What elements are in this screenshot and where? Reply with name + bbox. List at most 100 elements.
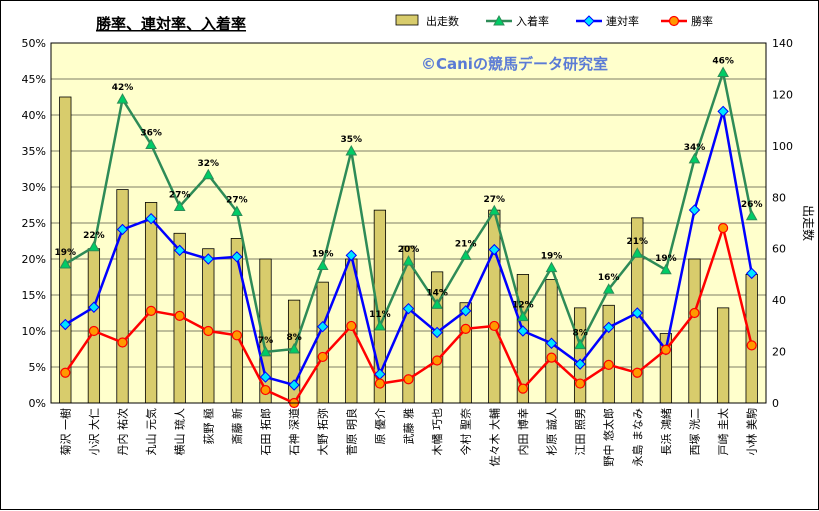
bar [459, 302, 472, 404]
place-rate-point [288, 342, 300, 354]
place-rate-point [402, 255, 415, 266]
win-rate-point [174, 310, 185, 321]
win-rate-point [546, 352, 557, 363]
win-rate-point [88, 325, 100, 337]
place-rate-point [59, 258, 72, 269]
rentai-rate-point [717, 105, 729, 118]
place-rate-point [88, 240, 100, 252]
y-tick-label: 25% [22, 217, 46, 230]
x-tick-label: 石田 拓郎 [259, 408, 273, 456]
place-rate-point [488, 204, 501, 216]
y-tick-label: 20% [22, 253, 46, 266]
data-label: 16% [598, 273, 620, 283]
x-tick-label: 武藤 雅 [402, 408, 416, 445]
win-rate-point [632, 367, 643, 378]
rentai-rate-point [231, 251, 243, 263]
bar [202, 248, 215, 404]
win-rate-point [517, 383, 529, 394]
x-tick-label: 斎藤 新 [230, 408, 244, 445]
x-tick-label: 横山 琉人 [173, 408, 187, 456]
y-tick-label: 15% [22, 289, 46, 302]
rentai-rate-point [574, 358, 586, 370]
x-tick-label: 野中 悠太郎 [602, 408, 616, 467]
legend-label: 出走数 [426, 14, 459, 28]
data-label: 35% [341, 135, 363, 145]
data-labels: 19% 22% 42% 36% 27% 32% 27% 7% 8% 19% 35% 11% 20% 14%… [55, 57, 763, 346]
y-tick-label: 50% [22, 37, 46, 50]
place-rate-point [631, 247, 644, 258]
win-rate-point [689, 307, 700, 319]
x-tick-label: 原 優介 [374, 408, 387, 445]
data-label: 36% [140, 129, 162, 139]
rentai-rate-point [459, 305, 472, 317]
y-tick-label: 5% [29, 361, 46, 374]
y2-tick-label: 80 [772, 191, 786, 204]
x-tick-label: 菊沢 一樹 [58, 408, 72, 456]
watermark: ©Caniの競馬データ研究室 [421, 55, 608, 73]
legend-label: 勝率 [691, 14, 713, 28]
rentai-rate-point [602, 321, 615, 334]
place-rate-point [717, 66, 729, 78]
bar [316, 281, 329, 404]
x-tick-label: 内田 博幸 [516, 408, 530, 456]
place-rate-point [316, 259, 329, 270]
y-tick-label: 10% [22, 325, 46, 338]
place-rate-point [345, 144, 358, 156]
win-rate-point [574, 378, 586, 389]
win-rate-point [260, 384, 271, 396]
rentai-rate-point [631, 307, 644, 319]
win-rate-point [746, 340, 757, 351]
y2-axis-label: 出走数 [801, 205, 816, 241]
place-rate-point [202, 168, 215, 180]
win-rate-point [717, 222, 729, 234]
win-rate-point [603, 359, 614, 370]
x-tick-label: 菅原 明良 [344, 408, 358, 456]
bar [688, 258, 701, 404]
y2-tick-label: 20 [772, 346, 786, 359]
x-tick-label: 荻野 極 [201, 408, 215, 445]
data-label: 26% [741, 200, 763, 210]
y-tick-label: 35% [22, 145, 46, 158]
x-tick-label: 佐々木 大輔 [487, 408, 501, 467]
data-label: 21% [627, 237, 649, 247]
place-rate-point [660, 263, 672, 275]
data-label: 21% [455, 239, 477, 249]
data-label: 27% [484, 195, 506, 205]
win-rate-point [317, 351, 328, 363]
x-tick-label: 木幡 巧也 [430, 408, 444, 456]
rentai-rate-point [345, 249, 358, 262]
y-tick-label: 40% [22, 109, 46, 122]
data-label: 12% [512, 301, 534, 311]
rentai-rate-point [59, 318, 72, 331]
rentai-rate-point [517, 325, 529, 337]
y2-tick-label: 120 [772, 88, 793, 101]
x-tick-label: 丹内 祐次 [116, 408, 130, 456]
x-tick-label: 小林 美駒 [745, 408, 759, 456]
data-label: 20% [398, 245, 420, 255]
legend-swatch-marker [668, 15, 680, 27]
bar [116, 189, 129, 404]
line-series [59, 66, 758, 409]
x-tick-label: 永島 まなみ [630, 408, 644, 467]
y-tick-label: 30% [22, 181, 46, 194]
plot-border [50, 42, 767, 404]
win-rate-point [489, 320, 500, 332]
axes: 0% 5% 10% 15% 20% 25% 30% 35% 40% 45% 50% 0 20 40 60 80… [22, 37, 793, 467]
rentai-rate-point [745, 267, 758, 280]
rentai-rate-point [545, 337, 558, 349]
place-rate-point [231, 205, 243, 216]
bar [573, 307, 587, 404]
rentai-rate-point [145, 212, 157, 225]
legend: 出走数 入着率 連対率 勝率 [395, 14, 713, 28]
x-tick-label: 長浜 鴻緒 [659, 408, 673, 456]
x-tick-label: 江田 照男 [574, 408, 587, 456]
bar [488, 209, 501, 404]
rentai-rate-point [316, 320, 329, 333]
bar [602, 304, 615, 404]
y-tick-label: 45% [22, 73, 46, 86]
data-label: 27% [226, 195, 248, 205]
win-rate-point [146, 305, 157, 316]
place-rate-point [259, 345, 272, 357]
legend-label: 連対率 [606, 14, 639, 28]
y2-tick-label: 60 [772, 243, 786, 256]
